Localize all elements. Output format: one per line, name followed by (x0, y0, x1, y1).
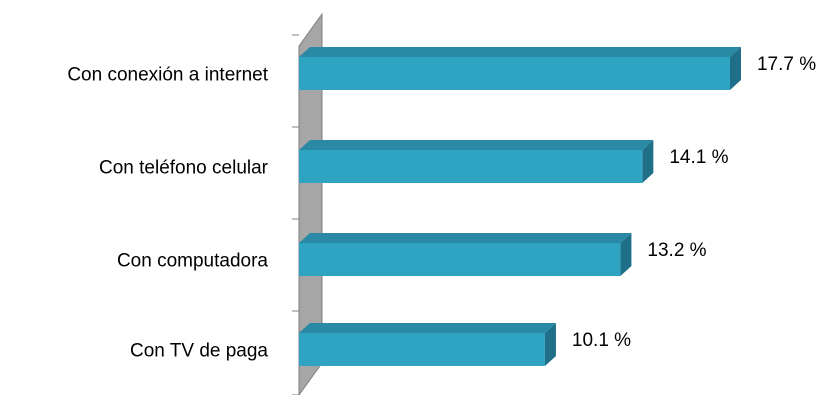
category-label: Con computadora (117, 251, 268, 272)
bar-side-face (620, 233, 632, 276)
bar-front-face (299, 57, 730, 90)
bar-top-face (299, 323, 556, 333)
axis-ticks (292, 34, 299, 395)
bar-front-face (299, 333, 545, 366)
bar-side-face (729, 47, 741, 90)
bar-side-face (544, 323, 556, 366)
bar (299, 140, 654, 183)
value-label: 14.1 % (669, 147, 728, 168)
value-label: 10.1 % (572, 330, 631, 351)
value-labels: 17.7 % 14.1 % 13.2 % 10.1 % (572, 54, 816, 351)
bar (299, 233, 632, 276)
category-label: Con TV de paga (130, 341, 268, 362)
value-label: 13.2 % (647, 240, 706, 261)
bar-top-face (299, 47, 741, 57)
bar (299, 323, 556, 366)
value-label: 17.7 % (757, 54, 816, 75)
category-label: Con teléfono celular (99, 158, 269, 179)
bar-side-face (642, 140, 654, 183)
bar-top-face (299, 140, 654, 150)
bar-top-face (299, 233, 632, 243)
category-labels: Con conexión a internet Con teléfono celu… (67, 65, 268, 362)
category-label: Con conexión a internet (67, 65, 268, 86)
bars (299, 47, 741, 366)
bar-front-face (299, 243, 621, 276)
bar-front-face (299, 150, 643, 183)
bar (299, 47, 741, 90)
